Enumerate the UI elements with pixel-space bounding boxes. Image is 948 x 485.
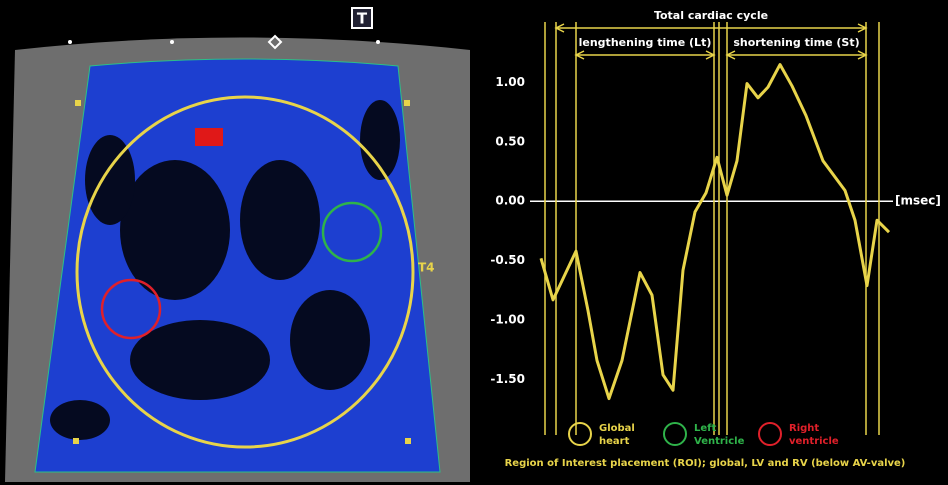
legend-label: Left (694, 423, 717, 434)
annotation-label: Total cardiac cycle (654, 9, 768, 22)
y-tick-label: -1.00 (490, 313, 525, 327)
legend-label: Global (599, 423, 635, 434)
caption: Region of Interest placement (ROI); glob… (505, 458, 906, 469)
ultrasound-image: T T4 (5, 7, 470, 482)
icon-label: T (357, 10, 368, 28)
legend-marker (568, 422, 592, 446)
chart: 1.00 0.50 0.00 -0.50 -1.00 -1.50 [msec] Total c… (490, 9, 940, 469)
dark-regions (50, 100, 400, 440)
legend-label: heart (599, 436, 630, 447)
legend-label: ventricle (789, 436, 839, 447)
roi-right-ventricle (100, 278, 162, 340)
y-tick-label: -1.50 (490, 372, 525, 386)
legend-label: Right (789, 423, 819, 434)
y-tick-label: 0.50 (495, 134, 525, 148)
legend-marker (663, 422, 687, 446)
roi-markers (73, 100, 411, 444)
y-tick-label: -0.50 (490, 253, 525, 267)
arrow-head (725, 50, 868, 60)
data-line (539, 63, 891, 401)
roi-label: T4 (418, 261, 435, 275)
annotation-label: lengthening time (Lt) (579, 36, 712, 49)
scale-dots (68, 34, 380, 50)
y-tick-label: 0.00 (495, 194, 525, 208)
roi-left-ventricle (321, 201, 383, 263)
icon-box (351, 7, 373, 29)
legend-label: Ventricle (694, 436, 745, 447)
legend-marker (758, 422, 782, 446)
roi-global (75, 95, 415, 449)
x-unit-label: [msec] (895, 194, 941, 208)
y-tick-label: 1.00 (495, 75, 525, 89)
red-flow (195, 128, 223, 146)
arrow-head (574, 50, 716, 60)
annotation-label: shortening time (St) (733, 36, 859, 49)
arrow-head (554, 23, 868, 33)
